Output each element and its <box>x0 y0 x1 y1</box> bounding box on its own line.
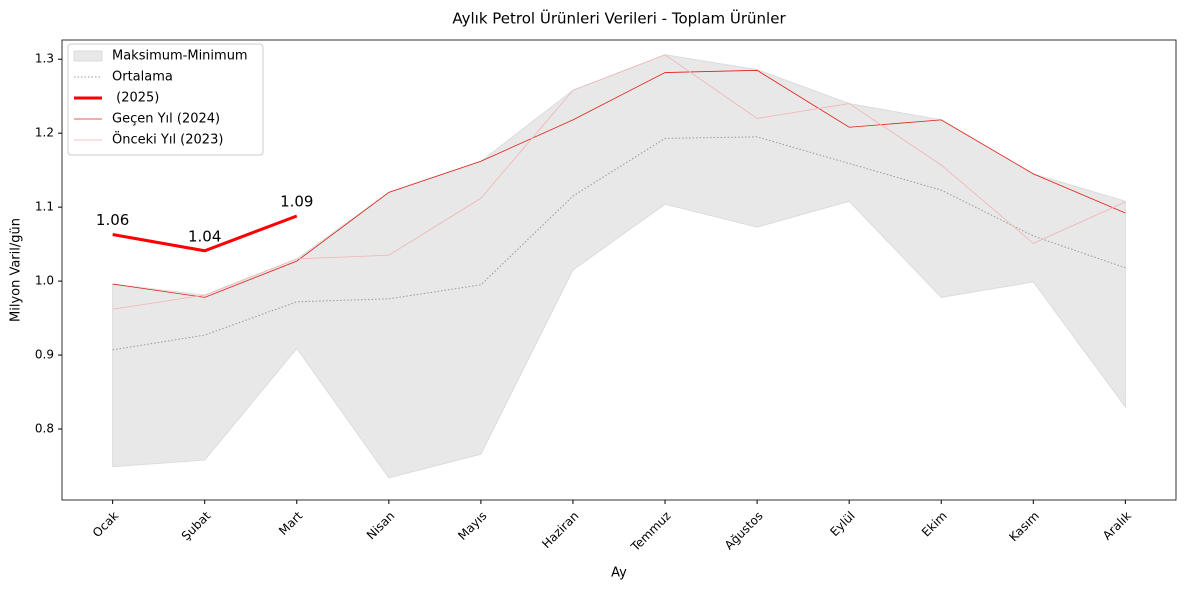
x-tick-label: Aralık <box>1100 509 1134 543</box>
x-tick-label: Ağustos <box>722 509 766 553</box>
x-tick-label: Temmuz <box>628 509 674 555</box>
x-tick-label: Nisan <box>364 509 398 543</box>
x-tick-label: Şubat <box>179 508 214 543</box>
y-axis-label: Milyon Varil/gün <box>9 218 24 322</box>
x-tick-label: Mart <box>276 508 305 537</box>
data-label: 1.04 <box>188 227 221 245</box>
y-tick-label: 0.8 <box>35 422 54 436</box>
y-tick-label: 1.0 <box>35 274 54 288</box>
y-tick-label: 0.9 <box>35 348 54 362</box>
data-label: 1.09 <box>280 193 313 211</box>
legend-label: Ortalama <box>112 70 173 85</box>
range-band <box>112 54 1126 479</box>
legend-label: (2025) <box>112 91 159 106</box>
x-tick-label: Ocak <box>90 509 121 540</box>
series-line <box>112 214 298 253</box>
legend-swatch <box>73 50 103 62</box>
x-tick-label: Kasım <box>1006 509 1042 545</box>
series-line <box>112 136 1126 351</box>
legend-label: Geçen Yıl (2024) <box>112 112 220 127</box>
x-axis-label: Ay <box>611 566 627 581</box>
series-line <box>112 69 1126 298</box>
chart-title: Aylık Petrol Ürünleri Verileri - Toplam … <box>452 9 786 28</box>
x-tick-label: Eylül <box>827 509 857 539</box>
legend-box <box>67 43 264 156</box>
legend-label: Maksimum-Minimum <box>112 49 248 64</box>
x-tick-label: Haziran <box>539 509 581 551</box>
series-line <box>112 54 1126 310</box>
x-tick-label: Ekim <box>919 509 950 540</box>
x-tick-label: Mayıs <box>455 509 489 543</box>
legend-label: Önceki Yıl (2023) <box>112 131 223 148</box>
y-tick-label: 1.2 <box>35 126 54 140</box>
y-tick-label: 1.1 <box>35 200 54 214</box>
plot-frame <box>61 39 1177 501</box>
data-label: 1.06 <box>96 211 129 229</box>
y-tick-label: 1.3 <box>35 52 54 66</box>
